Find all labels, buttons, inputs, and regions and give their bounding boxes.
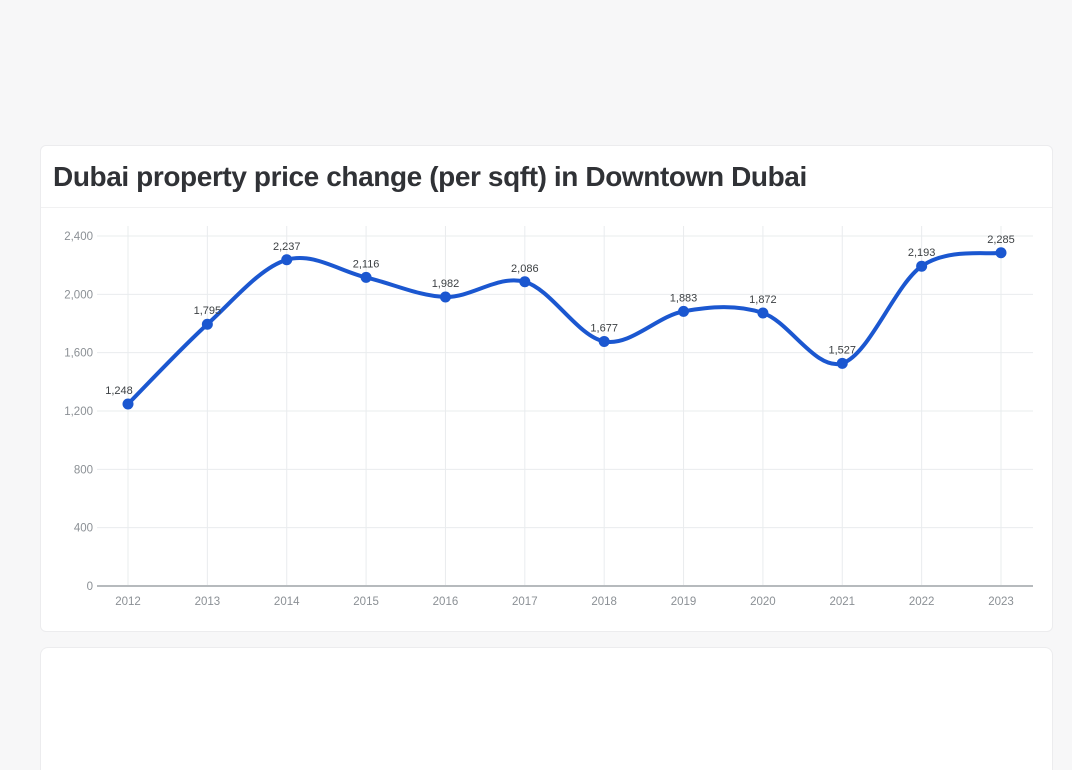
y-axis-tick-label: 800 xyxy=(74,464,93,476)
data-point-label: 1,982 xyxy=(432,278,460,290)
data-point-2013[interactable] xyxy=(201,318,213,330)
x-axis-tick-label: 2014 xyxy=(274,596,300,608)
data-point-label: 2,086 xyxy=(511,263,539,275)
x-axis-tick-label: 2023 xyxy=(988,596,1014,608)
data-point-label: 1,527 xyxy=(829,344,857,356)
x-axis-tick-label: 2017 xyxy=(512,596,538,608)
data-point-2021[interactable] xyxy=(836,357,848,369)
data-point-2018[interactable] xyxy=(598,335,610,347)
data-point-2020[interactable] xyxy=(757,307,769,319)
y-axis-tick-label: 400 xyxy=(74,523,93,535)
data-point-label: 1,677 xyxy=(590,322,618,334)
x-axis-tick-label: 2016 xyxy=(433,596,459,608)
data-point-2017[interactable] xyxy=(519,276,531,288)
data-point-label: 2,285 xyxy=(987,234,1015,246)
data-point-label: 2,193 xyxy=(908,247,936,259)
data-point-label: 1,795 xyxy=(194,305,222,317)
data-point-label: 1,872 xyxy=(749,294,777,306)
y-axis-tick-label: 1,200 xyxy=(64,406,93,418)
data-point-label: 1,248 xyxy=(105,385,133,397)
data-point-2023[interactable] xyxy=(995,247,1007,259)
data-point-2015[interactable] xyxy=(360,271,372,283)
y-axis-tick-label: 2,000 xyxy=(64,289,93,301)
chart-card: Dubai property price change (per sqft) i… xyxy=(40,145,1053,632)
data-point-2016[interactable] xyxy=(439,291,451,303)
y-axis-tick-label: 1,600 xyxy=(64,348,93,360)
price-line-series xyxy=(126,250,1003,406)
chart-card-header: Dubai property price change (per sqft) i… xyxy=(41,146,1052,208)
x-axis-tick-label: 2021 xyxy=(829,596,855,608)
data-point-2019[interactable] xyxy=(678,305,690,317)
x-axis-tick-label: 2022 xyxy=(909,596,935,608)
data-point-label: 1,883 xyxy=(670,292,698,304)
x-axis-tick-label: 2013 xyxy=(195,596,221,608)
data-point-2014[interactable] xyxy=(281,254,293,266)
data-point-2022[interactable] xyxy=(916,260,928,272)
chart-area: 0 400 800 1,200 1,600 2,000 2,400 2012 2013 2014 2… xyxy=(41,208,1052,631)
page-title: Dubai property price change (per sqft) i… xyxy=(53,160,807,192)
data-point-2012[interactable] xyxy=(122,398,134,410)
x-axis-tick-label: 2015 xyxy=(353,596,379,608)
x-axis-tick-label: 2019 xyxy=(671,596,697,608)
line-chart: 0 400 800 1,200 1,600 2,000 2,400 2012 2013 2014 2… xyxy=(64,226,1033,608)
y-axis-tick-label: 0 xyxy=(87,581,93,593)
data-point-label: 2,116 xyxy=(353,258,380,270)
next-section-card xyxy=(40,647,1053,770)
x-axis-tick-label: 2018 xyxy=(591,596,617,608)
x-axis-tick-label: 2020 xyxy=(750,596,776,608)
y-axis-tick-label: 2,400 xyxy=(64,231,93,243)
data-point-label: 2,237 xyxy=(273,241,301,253)
x-axis-tick-label: 2012 xyxy=(115,596,141,608)
